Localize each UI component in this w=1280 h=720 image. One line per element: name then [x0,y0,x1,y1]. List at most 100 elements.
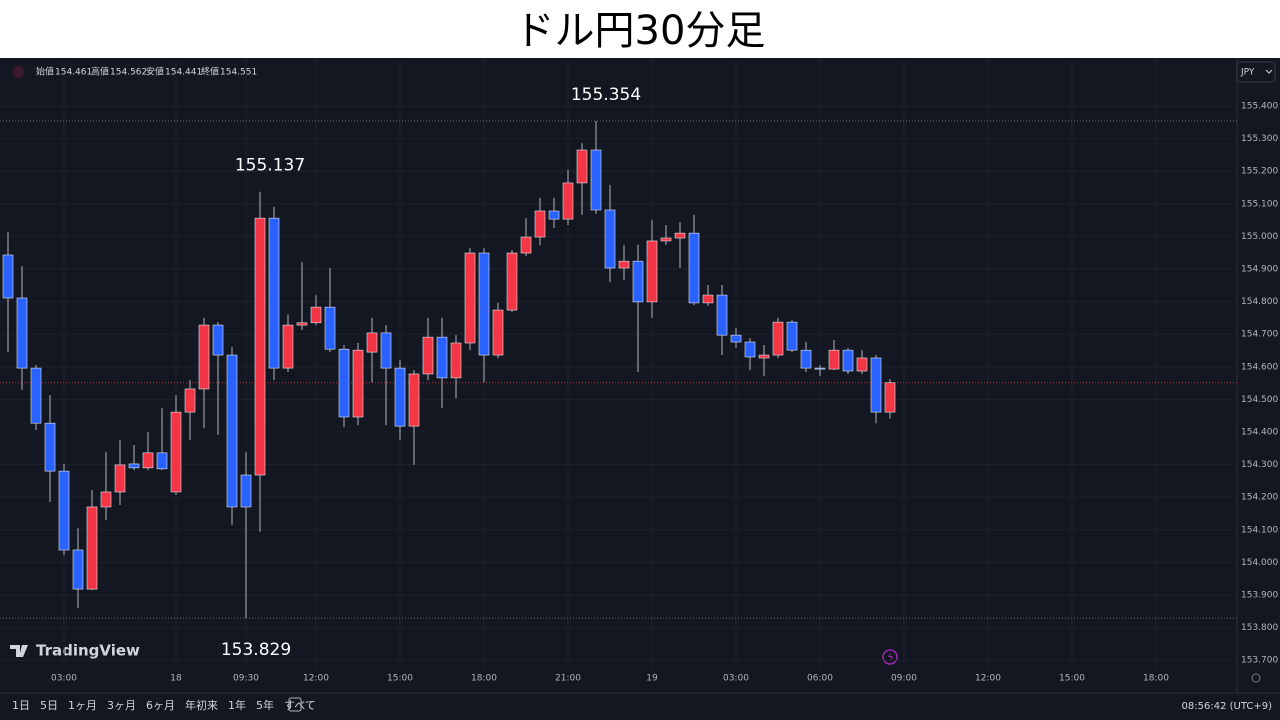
symbol-icon[interactable] [12,66,24,78]
x-tick-label: 19 [646,674,658,684]
range-button[interactable]: 1日 [12,699,30,712]
x-tick-label: 03:00 [51,674,77,684]
annotation: 153.829 [221,640,291,660]
candle-body [184,388,196,413]
candle-body [800,349,812,369]
x-tick-label: 09:00 [891,674,917,684]
x-tick-label: 09:30 [233,674,259,684]
annotation: 155.354 [571,85,641,105]
page-title: ドル円30分足 [515,8,766,54]
candle-body [16,297,28,369]
x-tick-label: 18:00 [471,674,497,684]
candle-body [254,217,266,476]
x-tick-label: 12:00 [975,674,1001,684]
range-button[interactable]: 6ヶ月 [146,699,175,712]
candle-body [870,357,882,413]
candle-body [128,463,140,469]
y-tick-label: 153.900 [1241,590,1278,600]
y-tick-label: 154.900 [1241,264,1278,274]
title-band [0,0,1280,58]
candle-body [562,182,574,220]
x-tick-label: 03:00 [723,674,749,684]
candle-body [814,367,826,370]
y-tick-label: 154.500 [1241,395,1278,405]
y-tick-label: 154.100 [1241,525,1278,535]
candle-body [170,411,182,493]
candle-body [786,321,798,351]
brand: TradingView [36,642,140,660]
y-tick-label: 153.800 [1241,623,1278,633]
candle-body [282,324,294,369]
candle-body [324,306,336,350]
y-tick-label: 154.000 [1241,558,1278,568]
candle-body [534,210,546,238]
range-button[interactable]: 1ヶ月 [68,699,97,712]
ohlc-value: 154.461 [55,68,92,78]
candle-body [632,260,644,303]
event-bolt [888,652,893,662]
candle-body [114,464,126,493]
candle-body [310,306,322,324]
ohlc-value: 154.562 [110,68,147,78]
candle-body [58,470,70,551]
candle-body [268,217,280,369]
x-tick-label: 12:00 [303,674,329,684]
candle-body [366,332,378,353]
candle-body [772,321,784,356]
candle-body [730,334,742,343]
x-tick-label: 18:00 [1143,674,1169,684]
candle-body [240,474,252,508]
range-button[interactable]: 1年 [228,698,246,712]
logo-icon [10,645,28,657]
candle-body [422,336,434,375]
candle-body [520,236,532,254]
range-button[interactable]: すべて [284,699,316,712]
y-tick-label: 155.200 [1241,167,1278,177]
candle-body [142,452,154,469]
candle-body [2,254,14,299]
candle-body [492,309,504,356]
y-tick-label: 154.600 [1241,362,1278,372]
y-tick-label: 153.700 [1241,656,1278,666]
candle-body [394,367,406,427]
currency[interactable]: JPY [1240,68,1255,78]
candle-body [590,149,602,211]
clock: 08:56:42 (UTC+9) [1182,701,1273,712]
ohlc-label: 終値 [201,66,219,78]
candle-body [674,232,686,239]
candle-body [156,452,168,470]
candle-body [478,252,490,356]
range-button[interactable]: 5日 [40,699,58,712]
candle-body [828,349,840,370]
y-tick-label: 155.300 [1241,134,1278,144]
candle-body [716,294,728,336]
x-tick-label: 15:00 [1059,674,1085,684]
x-tick-label: 06:00 [807,674,833,684]
currency-select[interactable] [1236,61,1276,83]
range-button[interactable]: 3ヶ月 [107,699,136,712]
logo: TradingView [10,642,140,660]
candle-body [408,373,420,427]
x-tick-label: 15:00 [387,674,413,684]
candle-body [688,232,700,304]
candle-body [450,342,462,379]
y-tick-label: 154.800 [1241,297,1278,307]
range-button[interactable]: 年初来 [185,698,218,712]
candle-body [44,422,56,472]
candle-body [100,491,112,508]
date-range-icon[interactable] [288,697,302,712]
event-icon[interactable] [882,649,898,665]
ohlc-label: 高値 [91,66,109,78]
range-button[interactable]: 5年 [256,698,274,712]
settings-icon[interactable] [1251,673,1261,683]
candle-body [856,357,868,372]
candle-body [618,260,630,269]
x-tick-label: 18 [170,674,182,684]
ohlc-value: 154.441 [165,68,202,78]
candle-body [436,336,448,379]
y-tick-label: 154.300 [1241,460,1278,470]
ohlc-label: 始値 [36,66,54,78]
candle-body [296,322,308,326]
candle-body [338,348,350,418]
